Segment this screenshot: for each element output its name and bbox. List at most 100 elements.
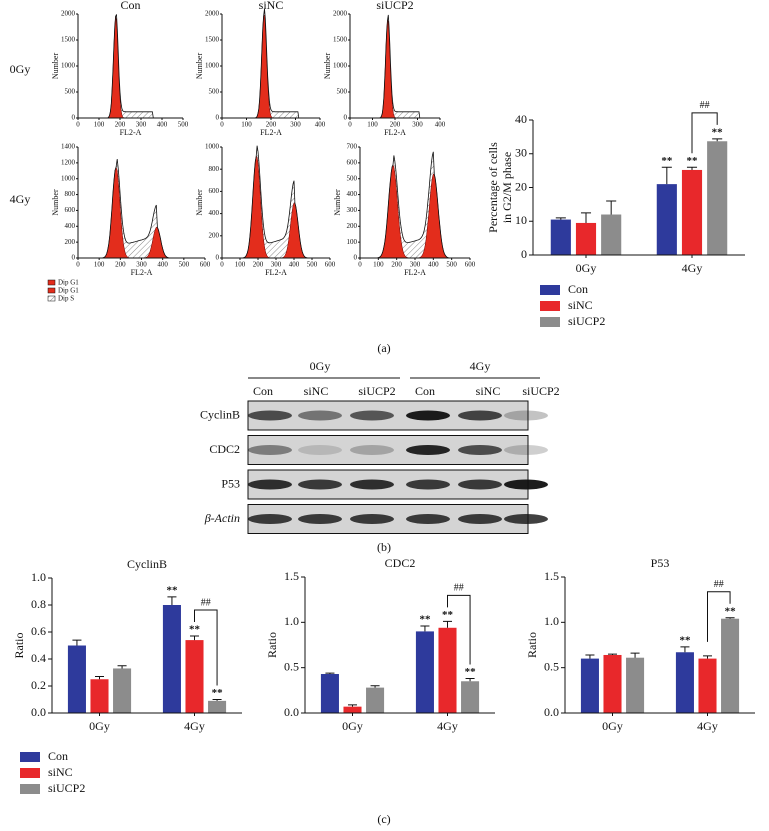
x-tick-label: 300 <box>136 121 147 129</box>
y-axis-label: Ratio <box>525 632 539 658</box>
blot-band <box>504 479 548 490</box>
hist-outline <box>78 14 183 119</box>
blot-band <box>298 514 342 524</box>
blot-band <box>458 514 502 524</box>
y-tick-label: 600 <box>347 158 358 166</box>
axis <box>51 578 242 714</box>
column-title: Con <box>120 0 140 12</box>
y-axis-label: in G2/M phase <box>500 152 514 223</box>
blot-band <box>406 479 450 490</box>
y-tick-label: 0.8 <box>31 597 46 611</box>
y-tick-label: 1.0 <box>284 614 299 628</box>
lane-label: siNC <box>304 384 329 398</box>
blot-band <box>458 445 502 455</box>
y-tick-label: 40 <box>515 112 527 126</box>
bracket <box>447 594 471 665</box>
blot-band <box>504 445 548 455</box>
y-axis-label: Number <box>333 189 342 216</box>
y-tick-label: 0.0 <box>284 705 299 719</box>
y-tick-label: 1500 <box>333 36 348 44</box>
y-tick-label: 1.0 <box>31 570 46 584</box>
bracket <box>707 591 731 642</box>
y-tick-label: 1.5 <box>544 569 559 583</box>
significance-label: ** <box>166 584 178 596</box>
blot-band <box>406 445 450 455</box>
column-title: siUCP2 <box>376 0 413 12</box>
error-bar <box>661 166 672 185</box>
x-tick-label: 4Gy <box>184 719 205 733</box>
legend-label: siNC <box>48 765 73 779</box>
legend-swatch <box>540 317 560 327</box>
y-tick-label: 400 <box>65 222 76 230</box>
significance-label: ** <box>465 666 477 678</box>
blot-band <box>458 479 502 490</box>
group-label: 0Gy <box>310 359 331 373</box>
lane-label: Con <box>415 384 435 398</box>
y-tick-label: 300 <box>347 206 358 214</box>
blot-band <box>504 410 548 421</box>
y-axis-label: Ratio <box>12 633 26 659</box>
bar <box>90 679 109 713</box>
x-tick-label: 600 <box>325 261 336 269</box>
error-bar <box>606 200 617 215</box>
y-tick-label: 0.4 <box>31 651 46 665</box>
x-tick-label: 400 <box>157 121 168 129</box>
x-tick-label: 0Gy <box>576 261 597 275</box>
y-tick-label: 400 <box>347 190 358 198</box>
significance-label: ** <box>725 605 737 617</box>
x-tick-label: 0 <box>76 121 80 129</box>
bracket-label: ## <box>201 597 211 608</box>
x-axis-label: FL2-A <box>120 128 142 137</box>
bar <box>366 687 385 713</box>
legend-label: Dip G1 <box>58 279 79 287</box>
axis <box>564 577 755 714</box>
legend-swatch <box>540 301 560 311</box>
y-tick-label: 0 <box>344 114 348 122</box>
y-axis-label: Ratio <box>265 632 279 658</box>
x-tick-label: 600 <box>200 261 211 269</box>
bar <box>681 169 703 255</box>
x-tick-label: 0 <box>220 261 224 269</box>
legend-swatch <box>540 285 560 295</box>
lane-label: siUCP2 <box>522 384 559 398</box>
x-tick-label: 200 <box>266 121 277 129</box>
hist-g1 <box>222 14 320 119</box>
blot-band <box>406 514 450 524</box>
blot-band <box>248 479 292 490</box>
x-tick-label: 200 <box>391 261 402 269</box>
lane-label: siUCP2 <box>358 384 395 398</box>
x-tick-label: 100 <box>94 261 105 269</box>
significance-label: ** <box>687 155 699 167</box>
row-label: CyclinB <box>200 407 240 421</box>
bar <box>343 706 362 713</box>
hist-s-phase <box>360 151 470 258</box>
panel-label: (a) <box>377 341 390 355</box>
blot-band <box>458 410 502 421</box>
error-bar <box>580 212 592 223</box>
hist-outline <box>222 145 330 259</box>
bar <box>461 681 480 713</box>
x-tick-label: 200 <box>115 121 126 129</box>
axis <box>221 14 320 119</box>
hist-outline <box>350 14 440 119</box>
error-bar <box>686 166 698 170</box>
legend-swatch <box>20 752 40 762</box>
bar <box>626 657 645 713</box>
lane-label: siNC <box>476 384 501 398</box>
significance-label: ** <box>679 634 691 646</box>
legend-label: Con <box>568 282 588 296</box>
x-axis-label: FL2-A <box>265 268 287 277</box>
y-tick-label: 1400 <box>61 143 76 151</box>
hist-s-phase <box>78 14 183 118</box>
bracket-label: ## <box>700 100 710 111</box>
y-tick-label: 1200 <box>61 158 76 166</box>
blot-band <box>248 514 292 524</box>
chart-title: CyclinB <box>127 557 167 571</box>
error-bar <box>607 653 618 655</box>
y-tick-label: 0 <box>216 254 220 262</box>
chart-title: P53 <box>651 556 670 570</box>
lane-label: Con <box>253 384 273 398</box>
x-tick-label: 0 <box>76 261 80 269</box>
axis <box>349 14 440 119</box>
bar <box>550 219 571 255</box>
